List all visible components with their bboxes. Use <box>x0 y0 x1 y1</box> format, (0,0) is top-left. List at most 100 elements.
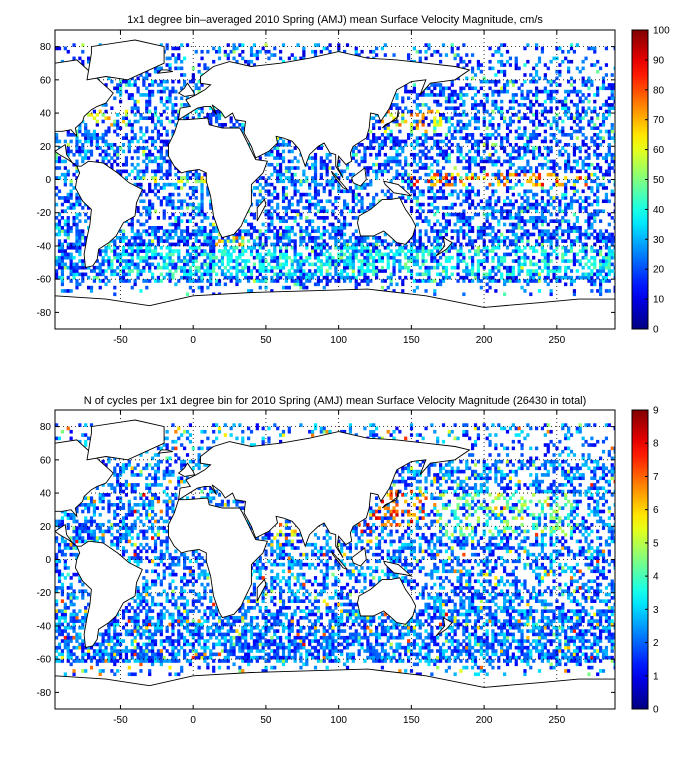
data-cell <box>360 262 364 267</box>
data-cell <box>392 136 396 140</box>
data-cell <box>116 123 120 127</box>
data-cell <box>389 255 393 260</box>
data-cell <box>78 123 82 127</box>
data-cell <box>599 292 603 297</box>
data-cell <box>98 252 102 257</box>
data-cell <box>351 146 355 150</box>
data-cell <box>601 209 606 214</box>
data-cell <box>87 275 91 280</box>
data-cell <box>578 176 582 180</box>
data-cell <box>415 186 419 190</box>
data-cell <box>311 219 315 223</box>
data-cell <box>337 162 341 167</box>
data-cell <box>247 222 251 227</box>
data-cell <box>526 189 530 194</box>
data-cell <box>171 252 175 257</box>
data-cell <box>151 136 155 140</box>
data-cell <box>66 216 70 220</box>
data-cell <box>293 146 297 150</box>
data-cell <box>401 146 405 150</box>
data-cell <box>555 182 559 187</box>
data-cell <box>226 43 230 47</box>
data-cell <box>535 126 539 130</box>
data-cell <box>436 152 440 157</box>
data-cell <box>281 235 286 240</box>
data-cell <box>491 172 495 177</box>
data-cell <box>191 216 195 220</box>
data-cell <box>561 229 565 233</box>
data-cell <box>552 265 556 270</box>
data-cell <box>491 79 495 84</box>
data-cell <box>514 63 518 67</box>
data-cell <box>57 222 62 227</box>
data-cell <box>540 212 545 217</box>
data-cell <box>316 252 321 257</box>
data-cell <box>584 113 588 117</box>
data-cell <box>348 259 353 263</box>
data-cell <box>165 149 169 154</box>
data-cell <box>494 239 498 243</box>
data-cell <box>476 232 481 237</box>
data-cell <box>244 259 248 263</box>
data-cell <box>124 162 129 167</box>
data-cell <box>593 282 597 287</box>
data-cell <box>165 132 169 137</box>
data-cell <box>575 113 579 117</box>
data-cell <box>281 262 286 267</box>
data-cell <box>441 149 446 154</box>
data-cell <box>110 239 114 243</box>
data-cell <box>558 83 562 87</box>
data-cell <box>581 265 585 270</box>
data-cell <box>503 235 507 240</box>
data-cell <box>95 123 99 127</box>
data-cell <box>69 255 73 260</box>
data-cell <box>116 152 120 157</box>
data-cell <box>229 49 233 54</box>
data-cell <box>476 103 481 107</box>
data-cell <box>360 186 364 190</box>
data-cell <box>139 146 143 150</box>
data-cell <box>424 49 428 54</box>
data-cell <box>145 129 149 134</box>
data-cell <box>81 149 85 154</box>
data-cell <box>567 142 571 147</box>
data-cell <box>386 109 390 114</box>
data-cell <box>247 59 251 64</box>
data-cell <box>191 262 195 267</box>
data-cell <box>604 239 609 243</box>
data-cell <box>526 96 530 101</box>
data-cell <box>607 179 611 184</box>
data-cell <box>110 262 114 267</box>
data-cell <box>296 209 300 214</box>
x-tick-label: 0 <box>190 335 196 346</box>
data-cell <box>424 139 428 144</box>
data-cell <box>351 265 355 270</box>
data-cell <box>287 166 291 170</box>
data-cell <box>508 275 513 280</box>
data-cell <box>360 239 364 243</box>
data-cell <box>468 132 472 137</box>
data-cell <box>575 226 579 230</box>
data-cell <box>255 279 259 283</box>
data-cell <box>363 146 367 150</box>
data-cell <box>290 272 294 277</box>
data-cell <box>127 149 131 154</box>
data-cell <box>427 265 431 270</box>
data-cell <box>494 199 498 204</box>
data-cell <box>343 239 347 243</box>
data-cell <box>319 156 323 160</box>
data-cell <box>497 126 501 130</box>
data-cell <box>165 252 169 257</box>
data-cell <box>468 269 472 273</box>
data-cell <box>287 275 291 280</box>
data-cell <box>340 275 344 280</box>
data-cell <box>252 216 257 220</box>
data-cell <box>497 265 501 270</box>
data-cell <box>168 159 172 164</box>
data-cell <box>148 182 152 187</box>
data-cell <box>427 252 431 257</box>
data-cell <box>569 186 574 190</box>
data-cell <box>153 69 158 74</box>
data-cell <box>241 269 245 273</box>
data-cell <box>599 259 603 263</box>
